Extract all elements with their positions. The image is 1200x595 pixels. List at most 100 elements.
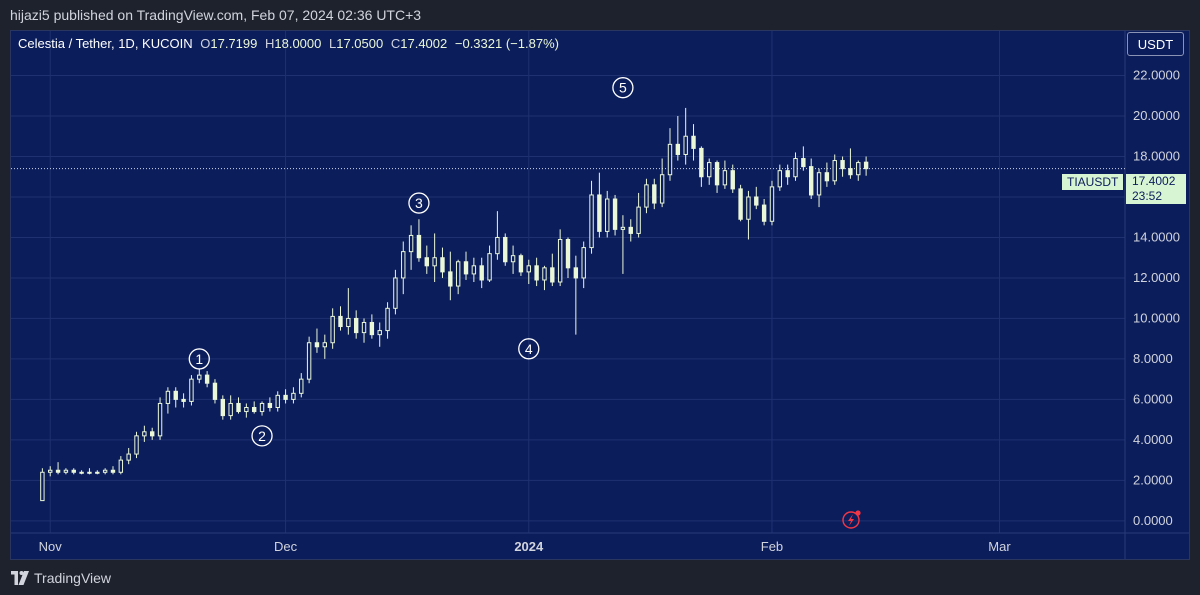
candle xyxy=(299,373,304,398)
high-label: H xyxy=(264,36,275,51)
open-value: 17.7199 xyxy=(210,36,258,51)
y-tick-label: 2.0000 xyxy=(1133,472,1173,487)
candle xyxy=(157,397,163,440)
candle-body xyxy=(636,206,641,234)
candle-body xyxy=(707,162,712,178)
candle-body xyxy=(204,374,210,384)
candle-body xyxy=(157,402,163,437)
candle xyxy=(236,397,241,414)
price-chart[interactable]: 1 2 3 4 5 0.0000 2.0000 4.0000 6.0000 8.0000 10.0… xyxy=(11,31,1189,559)
candle xyxy=(777,164,783,191)
candle xyxy=(667,128,673,181)
candle-body xyxy=(40,471,45,502)
candle-body xyxy=(769,186,775,222)
candle xyxy=(785,164,790,185)
x-tick-label: Feb xyxy=(761,539,783,554)
candle xyxy=(471,257,477,282)
candle-body xyxy=(471,265,477,275)
candle-body xyxy=(291,392,296,400)
wave-annotation-circle xyxy=(408,192,430,214)
candle-body xyxy=(118,459,124,473)
candle-body xyxy=(840,160,845,170)
x-tick-label: Nov xyxy=(39,539,63,554)
wave-annotation[interactable]: 1 xyxy=(188,348,210,370)
footer: TradingView xyxy=(10,568,111,588)
candle-body xyxy=(181,398,186,402)
chart-frame[interactable]: 1 2 3 4 5 0.0000 2.0000 4.0000 6.0000 8.0000 10.0… xyxy=(10,30,1190,560)
candle xyxy=(306,336,312,384)
candle xyxy=(181,393,186,408)
x-tick-label: Mar xyxy=(988,539,1011,554)
wave-annotation-circle xyxy=(251,425,273,447)
candle xyxy=(738,184,743,222)
candle xyxy=(330,308,335,349)
candle-body xyxy=(197,374,202,380)
wave-annotation-circle xyxy=(188,348,210,370)
wave-annotation[interactable]: 4 xyxy=(518,338,540,360)
wave-annotation[interactable]: 2 xyxy=(251,425,273,447)
symbol-legend: Celestia / Tether, 1D, KUCOIN O17.7199 H… xyxy=(18,35,559,53)
candle xyxy=(424,245,429,274)
candle-body xyxy=(455,261,461,287)
candle-body xyxy=(63,469,69,473)
candle xyxy=(150,427,155,440)
candle-body xyxy=(48,469,53,473)
candle xyxy=(816,168,822,208)
wave-annotation[interactable]: 3 xyxy=(408,192,430,214)
candle xyxy=(338,306,343,331)
candle-body xyxy=(557,238,563,283)
candle xyxy=(455,259,461,295)
candle xyxy=(377,322,382,347)
candle xyxy=(487,245,492,282)
close-label: C xyxy=(390,36,401,51)
candle-body xyxy=(659,174,665,204)
candle-body xyxy=(667,143,673,176)
candle xyxy=(118,456,124,475)
candle xyxy=(652,178,657,210)
candle-body xyxy=(87,471,92,474)
candle-body xyxy=(353,317,359,334)
candle-body xyxy=(808,166,814,196)
high-value: 18.0000 xyxy=(274,36,322,51)
candle xyxy=(581,241,586,289)
candle-body xyxy=(314,342,320,348)
candle xyxy=(126,447,131,465)
candle xyxy=(55,462,61,475)
y-tick-label: 6.0000 xyxy=(1133,391,1173,406)
candle-body xyxy=(299,378,304,394)
candle xyxy=(463,251,469,280)
candle xyxy=(510,245,516,274)
candle-body xyxy=(597,194,602,232)
candle-body xyxy=(228,402,233,417)
candle xyxy=(71,468,76,475)
candle-body xyxy=(824,172,830,182)
candle-body xyxy=(244,407,249,413)
y-tick-label: 0.0000 xyxy=(1133,513,1173,528)
candle-body xyxy=(377,330,382,336)
candle-body xyxy=(605,198,610,232)
candle-body xyxy=(220,398,226,417)
candle xyxy=(251,401,257,414)
candle xyxy=(346,288,351,335)
candle xyxy=(361,318,367,343)
alert-icon[interactable] xyxy=(842,510,861,529)
candle xyxy=(275,391,280,412)
last-price-value: 17.4002 xyxy=(1132,174,1176,188)
candle-body xyxy=(440,257,445,273)
candle-body xyxy=(487,253,492,281)
candle-body xyxy=(385,307,390,332)
candle-body xyxy=(754,196,759,206)
candle xyxy=(863,156,869,176)
candle xyxy=(612,194,618,236)
candle-body xyxy=(628,226,633,234)
candle xyxy=(63,468,69,475)
currency-button[interactable]: USDT xyxy=(1127,32,1184,56)
symbol-name[interactable]: Celestia / Tether, 1D, KUCOIN xyxy=(18,36,193,51)
candle xyxy=(87,468,92,475)
candle xyxy=(565,237,571,278)
candle-body xyxy=(346,317,351,328)
candle xyxy=(79,470,84,475)
wave-annotation[interactable]: 5 xyxy=(612,77,634,99)
candle-body xyxy=(102,469,108,473)
candle-body xyxy=(142,431,147,437)
